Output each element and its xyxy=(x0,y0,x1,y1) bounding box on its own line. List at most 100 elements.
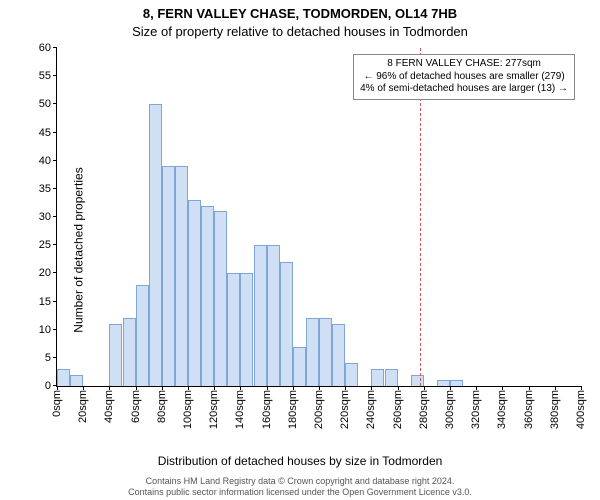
x-tick-mark xyxy=(136,386,137,390)
y-tick-label: 60 xyxy=(39,42,57,54)
x-tick-label: 240sqm xyxy=(365,386,377,429)
x-tick-label: 160sqm xyxy=(261,386,273,429)
x-tick-label: 0sqm xyxy=(51,386,63,417)
x-tick-mark xyxy=(529,386,530,390)
x-tick-mark xyxy=(345,386,346,390)
histogram-bar xyxy=(332,324,345,386)
histogram-bar xyxy=(345,363,358,386)
annotation-line-3: 4% of semi-detached houses are larger (1… xyxy=(360,83,568,96)
histogram-bar xyxy=(411,375,424,386)
histogram-bar xyxy=(136,285,149,386)
chart-title-address: 8, FERN VALLEY CHASE, TODMORDEN, OL14 7H… xyxy=(0,6,600,21)
chart-title-description: Size of property relative to detached ho… xyxy=(0,24,600,39)
histogram-bar xyxy=(293,347,306,386)
histogram-bar xyxy=(149,104,162,386)
y-tick-mark xyxy=(53,244,57,245)
x-tick-mark xyxy=(502,386,503,390)
x-tick-label: 300sqm xyxy=(444,386,456,429)
histogram-bar xyxy=(227,273,240,386)
x-tick-mark xyxy=(57,386,58,390)
histogram-bar xyxy=(201,206,214,386)
y-tick-mark xyxy=(53,188,57,189)
annotation-box: 8 FERN VALLEY CHASE: 277sqm← 96% of deta… xyxy=(353,54,575,100)
x-tick-label: 80sqm xyxy=(156,386,168,423)
histogram-bar xyxy=(319,318,332,386)
histogram-bar xyxy=(385,369,398,386)
x-tick-mark xyxy=(267,386,268,390)
x-axis-label: Distribution of detached houses by size … xyxy=(0,454,600,468)
x-tick-mark xyxy=(240,386,241,390)
plot-area: 0510152025303540455055600sqm20sqm40sqm60… xyxy=(56,48,581,387)
x-tick-mark xyxy=(371,386,372,390)
footer-line-1: Contains HM Land Registry data © Crown c… xyxy=(0,476,600,487)
histogram-bar xyxy=(280,262,293,386)
histogram-bar xyxy=(214,211,227,386)
histogram-bar xyxy=(109,324,122,386)
y-tick-label: 15 xyxy=(39,296,57,308)
y-tick-label: 30 xyxy=(39,211,57,223)
x-tick-label: 180sqm xyxy=(287,386,299,429)
x-tick-label: 60sqm xyxy=(130,386,142,423)
x-tick-label: 100sqm xyxy=(182,386,194,429)
y-tick-mark xyxy=(53,132,57,133)
x-tick-mark xyxy=(398,386,399,390)
x-tick-label: 200sqm xyxy=(313,386,325,429)
x-tick-label: 40sqm xyxy=(103,386,115,423)
x-tick-label: 380sqm xyxy=(549,386,561,429)
histogram-bar xyxy=(450,380,463,386)
x-tick-mark xyxy=(109,386,110,390)
x-tick-label: 120sqm xyxy=(208,386,220,429)
x-tick-mark xyxy=(319,386,320,390)
x-tick-mark xyxy=(83,386,84,390)
histogram-bar xyxy=(162,166,175,386)
x-tick-label: 400sqm xyxy=(575,386,587,429)
y-tick-mark xyxy=(53,103,57,104)
histogram-bar xyxy=(188,200,201,386)
y-tick-label: 20 xyxy=(39,267,57,279)
x-tick-label: 140sqm xyxy=(234,386,246,429)
x-tick-mark xyxy=(214,386,215,390)
x-tick-label: 360sqm xyxy=(523,386,535,429)
x-tick-label: 320sqm xyxy=(470,386,482,429)
x-tick-mark xyxy=(581,386,582,390)
histogram-bar xyxy=(175,166,188,386)
x-tick-mark xyxy=(424,386,425,390)
y-tick-label: 35 xyxy=(39,183,57,195)
y-tick-mark xyxy=(53,75,57,76)
x-tick-mark xyxy=(188,386,189,390)
histogram-bar xyxy=(57,369,70,386)
y-tick-label: 50 xyxy=(39,98,57,110)
footer-line-2: Contains public sector information licen… xyxy=(0,487,600,498)
y-tick-label: 25 xyxy=(39,239,57,251)
x-tick-label: 20sqm xyxy=(77,386,89,423)
x-tick-mark xyxy=(162,386,163,390)
histogram-bar xyxy=(254,245,267,386)
x-tick-label: 260sqm xyxy=(392,386,404,429)
histogram-bar xyxy=(240,273,253,386)
histogram-bar xyxy=(371,369,384,386)
y-tick-mark xyxy=(53,357,57,358)
y-tick-mark xyxy=(53,216,57,217)
y-tick-label: 10 xyxy=(39,324,57,336)
y-tick-mark xyxy=(53,160,57,161)
histogram-bar xyxy=(123,318,136,386)
y-tick-label: 5 xyxy=(45,352,57,364)
x-tick-label: 220sqm xyxy=(339,386,351,429)
histogram-bar xyxy=(70,375,83,386)
y-tick-label: 45 xyxy=(39,127,57,139)
y-tick-mark xyxy=(53,272,57,273)
histogram-bar xyxy=(306,318,319,386)
x-tick-mark xyxy=(555,386,556,390)
attribution-footer: Contains HM Land Registry data © Crown c… xyxy=(0,476,600,498)
x-tick-mark xyxy=(450,386,451,390)
x-tick-mark xyxy=(476,386,477,390)
y-tick-mark xyxy=(53,47,57,48)
annotation-line-1: 8 FERN VALLEY CHASE: 277sqm xyxy=(360,58,568,71)
y-tick-mark xyxy=(53,301,57,302)
y-tick-label: 55 xyxy=(39,70,57,82)
x-tick-label: 280sqm xyxy=(418,386,430,429)
y-tick-label: 40 xyxy=(39,155,57,167)
histogram-bar xyxy=(267,245,280,386)
histogram-bar xyxy=(437,380,450,386)
x-tick-label: 340sqm xyxy=(496,386,508,429)
